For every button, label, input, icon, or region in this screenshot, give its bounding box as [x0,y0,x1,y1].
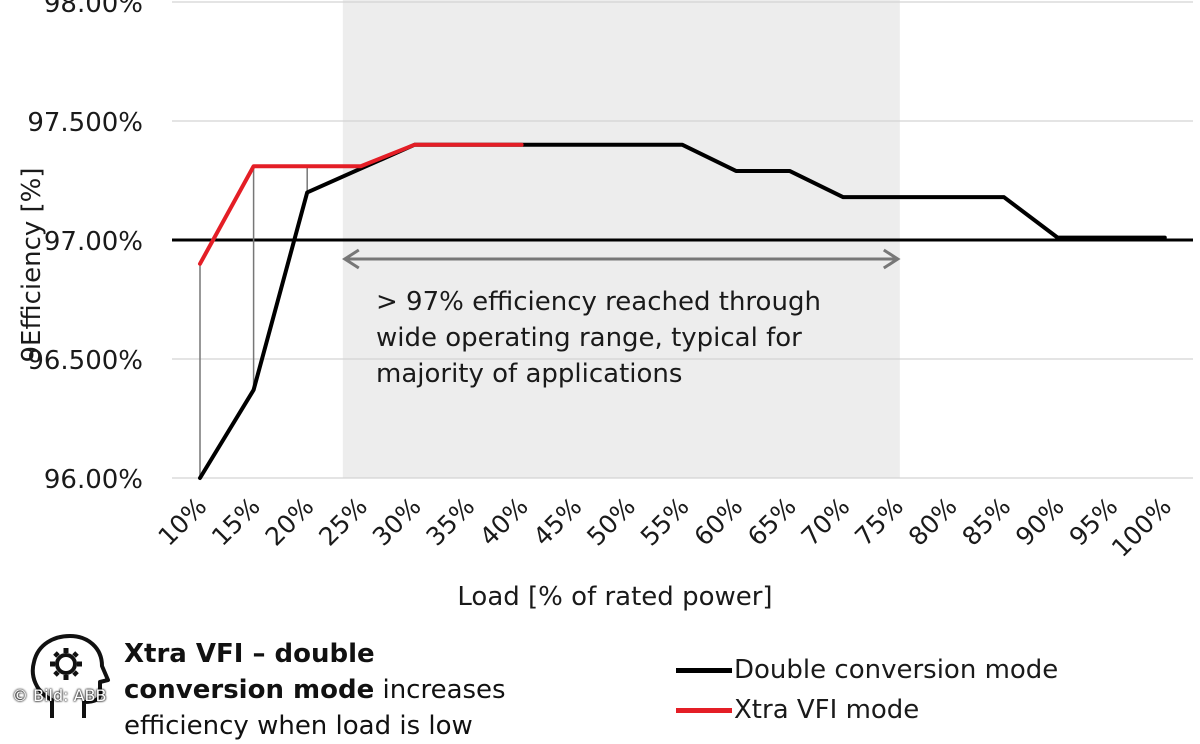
legend-swatch-red [676,707,732,713]
x-tick-label: 100% [1106,492,1177,563]
x-tick-label: 75% [849,492,909,552]
annotation-line: > 97% efficiency reached through [376,287,821,317]
legend-label: Double conversion mode [734,655,1059,685]
y-tick-label: 96.500% [27,346,143,376]
annotation-line: majority of applications [376,359,682,389]
x-tick-label: 70% [796,492,856,552]
note-line3: efficiency when load is low [124,711,473,741]
x-tick-label: 40% [474,492,534,552]
y-tick-label: 98.00% [44,0,143,19]
x-tick-label: 20% [260,492,320,552]
chart-legend: Double conversion mode Xtra VFI mode [676,650,1058,730]
x-tick-label: 30% [367,492,427,552]
efficiency-chart: 96.00%96.500%97.00%97.500%98.00% 10%15%2… [17,0,1193,612]
x-tick-label: 60% [688,492,748,552]
x-tick-label: 85% [956,492,1016,552]
x-tick-label: 65% [742,492,802,552]
x-tick-label: 90% [1010,492,1070,552]
x-tick-label: 35% [420,492,480,552]
note-bold-line1: Xtra VFI – double [124,639,375,669]
image-credit: © Bild: ABB [12,686,107,705]
arrow-head-right [882,248,901,270]
series-line-xtra-vfi [198,142,524,266]
x-tick-label: 25% [313,492,373,552]
legend-item-double-conversion: Double conversion mode [676,650,1058,690]
feature-note: Xtra VFI – double conversion mode increa… [124,636,544,744]
note-bold-line2: conversion mode [124,675,375,705]
y-tick-label: 97.00% [44,227,143,257]
x-tick-label: 10% [152,492,212,552]
annotation-line: wide operating range, typical for [376,323,802,353]
head-gear-icon [22,632,112,724]
x-tick-label: 45% [528,492,588,552]
x-tick-label: 80% [903,492,963,552]
legend-swatch-black [676,667,732,673]
legend-item-xtra-vfi: Xtra VFI mode [676,690,1058,730]
x-tick-label: 15% [206,492,266,552]
series-line-double-conversion [198,142,1167,480]
x-axis-label: Load [% of rated power] [457,582,772,612]
y-tick-label: 96.00% [44,465,143,495]
legend-label: Xtra VFI mode [734,695,920,725]
x-tick-label: 50% [581,492,641,552]
x-tick-label: 55% [635,492,695,552]
note-rest: increases [374,675,506,705]
y-axis-label: 9Efficiency [%] [17,167,47,362]
arrow-head-left [342,248,360,270]
y-tick-label: 97.500% [27,108,143,138]
